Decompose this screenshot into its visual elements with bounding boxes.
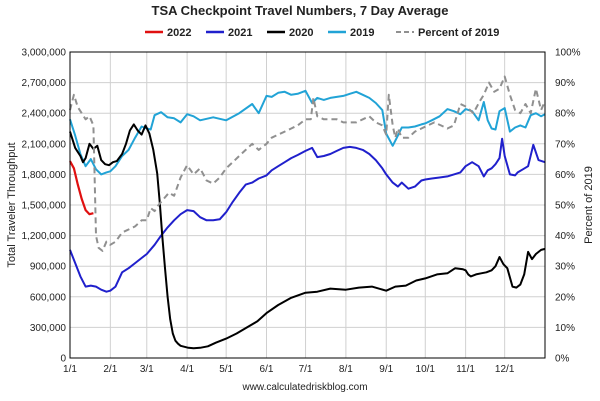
x-tick-label: 10/1	[416, 364, 436, 375]
y-tick-label: 1,800,000	[22, 170, 67, 181]
x-tick-label: 11/1	[456, 364, 475, 375]
x-tick-label: 7/1	[299, 364, 313, 375]
plot-frame	[69, 51, 546, 359]
y2-tick-label: 0%	[555, 354, 570, 365]
legend-label: 2022	[167, 27, 191, 39]
legend-label: Percent of 2019	[418, 27, 499, 39]
y-tick-label: 2,100,000	[22, 139, 67, 150]
y-tick-label: 900,000	[30, 262, 67, 273]
x-tick-label: 3/1	[140, 364, 154, 375]
legend: 2022 2021 2020 2019 Percent of 2019	[145, 27, 499, 39]
series-line-2019	[69, 89, 546, 176]
grid	[69, 51, 545, 359]
x-tick-label: 5/1	[219, 364, 233, 375]
y-axis-label: Total Traveler Throughput	[6, 142, 18, 267]
footer-source: www.calculatedriskblog.com	[241, 382, 367, 393]
y2-tick-label: 90%	[555, 78, 575, 89]
y2-tick-label: 60%	[555, 170, 575, 181]
y2-tick-label: 40%	[555, 231, 575, 242]
y2-tick-label: 30%	[555, 262, 575, 273]
series-line-percent-of-2019	[69, 75, 546, 252]
y2-tick-label: 100%	[555, 48, 581, 59]
y-tick-label: 1,500,000	[22, 201, 67, 212]
y2-tick-label: 50%	[555, 201, 575, 212]
y2-tick-label: 70%	[555, 139, 575, 150]
y-tick-label: 1,200,000	[22, 231, 67, 242]
y2-tick-label: 80%	[555, 109, 575, 120]
x-tick-label: 8/1	[339, 364, 353, 375]
y2-axis-label: Percent of 2019	[583, 166, 595, 244]
y-tick-label: 300,000	[30, 323, 67, 334]
y-tick-label: 3,000,000	[22, 48, 67, 59]
y-tick-label: 600,000	[30, 292, 67, 303]
y2-axis-ticks: 0% 10% 20% 30% 40% 50% 60% 70% 80% 90% 100%	[555, 48, 581, 365]
y2-tick-label: 10%	[555, 323, 575, 334]
x-tick-label: 2/1	[103, 364, 117, 375]
x-tick-label: 6/1	[260, 364, 274, 375]
y2-tick-label: 20%	[555, 292, 575, 303]
x-axis-ticks: 1/1 2/1 3/1 4/1 5/1 6/1 7/1 8/1 9/1 10/1 11/1 12/1	[63, 364, 515, 375]
chart-title: TSA Checkpoint Travel Numbers, 7 Day Ave…	[152, 3, 449, 18]
x-tick-label: 9/1	[379, 364, 393, 375]
plot-area	[69, 75, 546, 350]
y-tick-label: 2,400,000	[22, 109, 67, 120]
series-line-2021	[69, 137, 546, 293]
x-tick-label: 12/1	[495, 364, 515, 375]
legend-label: 2019	[350, 27, 374, 39]
legend-label: 2020	[289, 27, 313, 39]
y-tick-label: 0	[60, 354, 66, 365]
x-tick-label: 1/1	[63, 364, 77, 375]
series-line-2020	[69, 123, 546, 350]
y-tick-label: 2,700,000	[22, 78, 67, 89]
series-line-2022	[69, 160, 94, 216]
x-tick-label: 4/1	[180, 364, 194, 375]
y-axis-ticks: 0 300,000 600,000 900,000 1,200,000 1,500,000…	[22, 48, 67, 365]
legend-label: 2021	[228, 27, 252, 39]
